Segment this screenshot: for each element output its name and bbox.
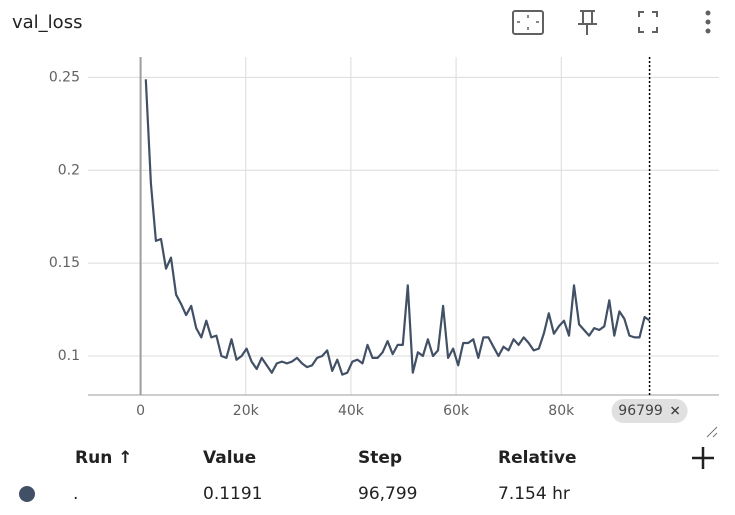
x-tick-label: 60k — [443, 403, 470, 419]
table-cell: 7.154 hr — [498, 484, 570, 504]
series-line — [144, 79, 651, 376]
pin-button[interactable] — [578, 10, 597, 35]
run-color — [19, 486, 35, 502]
column-header: Relative — [498, 448, 576, 468]
chip-background — [611, 399, 688, 423]
toolbar — [512, 10, 711, 35]
fit-domain-button[interactable] — [512, 10, 544, 35]
fullscreen-button[interactable] — [638, 11, 658, 33]
chip-close — [671, 406, 680, 415]
table-cell: 0.1191 — [203, 484, 262, 504]
y-tick-label: 0.1 — [58, 348, 80, 364]
y-tick-label: 0.15 — [49, 255, 80, 271]
x-tick-label: 20k — [233, 403, 260, 419]
menu-button[interactable] — [705, 10, 711, 34]
column-header: Value — [203, 448, 256, 468]
table-cell: 96,799 — [358, 484, 417, 504]
column-header: Run ↑ — [75, 448, 132, 468]
x-tick-label: 0 — [136, 403, 145, 419]
add-column-button[interactable] — [692, 447, 714, 469]
y-tick-label: 0.2 — [58, 162, 80, 178]
card-title: val_loss — [12, 12, 82, 33]
x-tick-label: 80k — [548, 403, 575, 419]
plot-area: 0.1 0.15 0.2 0.25 0 20k 40k 60k 80k 96799 — [49, 57, 719, 423]
y-tick-label: 0.25 — [49, 69, 80, 85]
data-table: Run ↑ Value Step Relative. 0.1191 96,799 7.154… — [19, 448, 576, 504]
resize-handle[interactable] — [706, 426, 718, 438]
column-header: Step — [358, 448, 402, 468]
chip-label: 96799 — [618, 403, 663, 419]
cursor-chip[interactable]: 96799 — [611, 399, 688, 423]
x-tick-label: 40k — [338, 403, 365, 419]
table-cell: . — [73, 484, 78, 504]
